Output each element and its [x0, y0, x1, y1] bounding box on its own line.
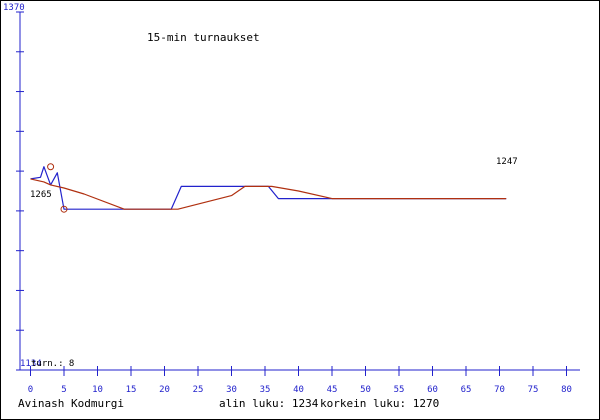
extreme-marker [47, 163, 55, 171]
x-tick-label: 55 [394, 385, 405, 395]
series-line-2 [30, 178, 507, 210]
x-tick-label: 5 [61, 385, 66, 395]
x-tick-label: 25 [193, 385, 204, 395]
x-tick-label: 70 [494, 385, 505, 395]
start-value-label: 1265 [30, 190, 52, 200]
x-tick-label: 75 [528, 385, 539, 395]
x-tick-label: 45 [327, 385, 338, 395]
y-min-label: 1134 [20, 359, 42, 369]
x-tick-label: 60 [427, 385, 438, 395]
x-tick-label: 10 [92, 385, 103, 395]
series-line-1 [30, 166, 507, 210]
x-axis-ticks [30, 366, 567, 376]
x-tick-label: 0 [28, 385, 33, 395]
x-axis-tick-labels: 0 5 10 15 20 25 30 35 40 45 50 55 60 65 70 75 80 [28, 385, 572, 395]
turn-count-label: turn.: 8 [31, 359, 74, 369]
extreme-marker [60, 205, 68, 213]
y-max-label: 1370 [3, 3, 25, 13]
x-tick-label: 50 [360, 385, 371, 395]
series-layer [30, 166, 507, 210]
x-tick-label: 30 [226, 385, 237, 395]
x-tick-label: 15 [126, 385, 137, 395]
min-value-label: alin luku: 1234 [219, 397, 319, 410]
marker-layer [47, 163, 68, 213]
x-tick-label: 65 [461, 385, 472, 395]
x-tick-label: 80 [561, 385, 572, 395]
end-value-label: 1247 [496, 157, 518, 167]
x-tick-label: 35 [260, 385, 271, 395]
chart-title: 15-min turnaukset [147, 31, 260, 44]
x-tick-label: 40 [293, 385, 304, 395]
author-label: Avinash Kodmurgi [18, 397, 124, 410]
max-value-label: korkein luku: 1270 [320, 397, 439, 410]
y-axis-ticks [16, 11, 24, 371]
x-tick-label: 20 [159, 385, 170, 395]
